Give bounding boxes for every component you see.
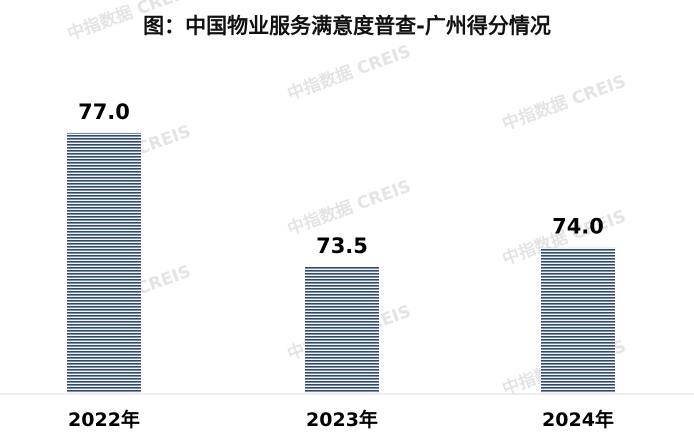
bar-3 <box>541 247 615 393</box>
value-label-1: 77.0 <box>78 100 130 124</box>
category-label-1: 2022年 <box>68 408 140 431</box>
bars-group: 77.0 2022年 73.5 2023年 74.0 2024年 <box>67 100 615 431</box>
watermark-5: 中指数据 CREIS <box>285 176 414 240</box>
category-label-3: 2024年 <box>542 408 614 431</box>
bar-1 <box>67 132 141 393</box>
value-label-2: 73.5 <box>316 234 368 258</box>
watermark-2: 中指数据 CREIS <box>285 41 414 105</box>
value-label-3: 74.0 <box>552 215 604 239</box>
category-label-2: 2023年 <box>306 408 378 431</box>
watermark-3: 中指数据 CREIS <box>500 71 629 135</box>
bar-2 <box>305 266 379 393</box>
chart-title: 图：中国物业服务满意度普查-广州得分情况 <box>143 14 551 38</box>
